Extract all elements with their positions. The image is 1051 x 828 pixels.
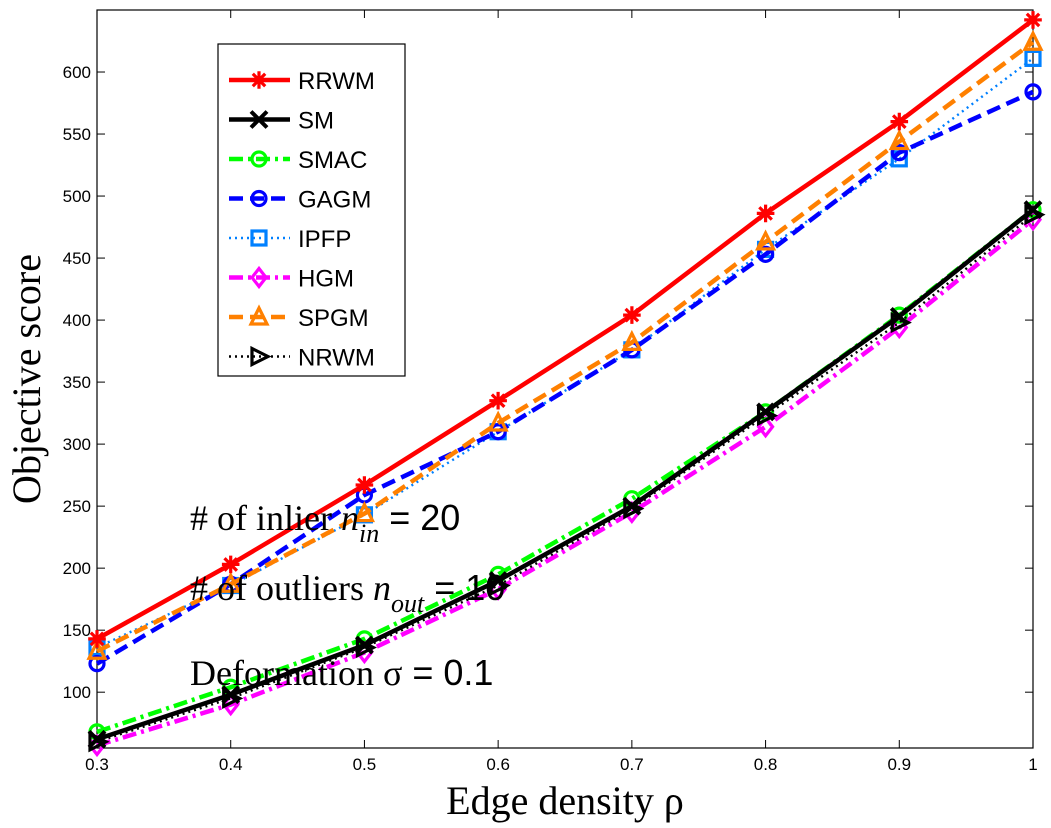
annotations: # of inlier nin = 20 # of outliers nout =… bbox=[190, 497, 505, 693]
axes-frame bbox=[96, 9, 1034, 749]
legend-label: SMAC bbox=[298, 147, 367, 174]
x-tick-label: 0.7 bbox=[620, 755, 644, 774]
legend-label: NRWM bbox=[298, 345, 375, 372]
x-tick-label: 0.3 bbox=[85, 755, 109, 774]
axis-ticks: 0.3 0.4 0.5 0.6 0.7 0.8 0.9 1 100 150 200 250 300 350… bbox=[63, 10, 1038, 774]
legend-label: SM bbox=[298, 108, 334, 135]
legend-entry-gagm: GAGM bbox=[229, 187, 371, 214]
series-line bbox=[96, 213, 1034, 743]
data-point bbox=[250, 229, 268, 247]
legend-label: SPGM bbox=[298, 305, 369, 332]
legend-entry-smac: SMAC bbox=[229, 147, 367, 174]
y-tick-label: 400 bbox=[63, 311, 91, 330]
series-line bbox=[96, 57, 1034, 649]
x-tick-label: 0.9 bbox=[887, 755, 911, 774]
y-tick-label: 350 bbox=[63, 373, 91, 392]
annotation: Deformation σ = 0.1 bbox=[190, 652, 493, 693]
series-line bbox=[95, 18, 1035, 641]
series-line bbox=[95, 40, 1035, 654]
x-tick-label: 0.8 bbox=[754, 755, 778, 774]
data-point bbox=[888, 128, 910, 151]
data-point bbox=[86, 638, 108, 660]
series-line bbox=[96, 207, 1035, 742]
series-rrwm bbox=[88, 11, 1042, 648]
legend: RRWM SM SMAC GAGM IPFP HGM SPGM NRWM bbox=[217, 43, 406, 377]
data-point bbox=[355, 476, 374, 494]
series-spgm bbox=[86, 29, 1044, 660]
data-series bbox=[86, 11, 1046, 758]
series-line bbox=[96, 217, 1035, 748]
data-point bbox=[890, 112, 909, 131]
data-point bbox=[621, 329, 643, 352]
legend-entry-spgm: SPGM bbox=[229, 304, 369, 332]
legend-entry-ipfp: IPFP bbox=[229, 226, 351, 253]
data-point bbox=[488, 571, 508, 590]
legend-label: IPFP bbox=[298, 226, 351, 253]
x-axis-label: Edge density ρ bbox=[446, 778, 684, 823]
legend-entry-nrwm: NRWM bbox=[229, 345, 375, 372]
data-point bbox=[87, 729, 107, 749]
data-point bbox=[250, 189, 268, 208]
y-tick-label: 150 bbox=[63, 621, 91, 640]
y-tick-label: 300 bbox=[63, 435, 91, 454]
data-point bbox=[623, 306, 641, 324]
data-point bbox=[890, 144, 908, 162]
data-point bbox=[353, 500, 376, 523]
legend-entry-rrwm: RRWM bbox=[229, 68, 375, 95]
series-line bbox=[95, 89, 1034, 666]
annotation: # of outliers nout = 10 bbox=[190, 567, 505, 618]
data-point bbox=[249, 265, 269, 290]
y-tick-label: 600 bbox=[63, 63, 91, 82]
data-point bbox=[622, 496, 642, 516]
x-tick-label: 1 bbox=[1028, 755, 1037, 774]
y-tick-label: 250 bbox=[63, 497, 91, 516]
legend-box bbox=[217, 43, 406, 377]
legend-label: RRWM bbox=[298, 68, 375, 95]
data-point bbox=[756, 204, 775, 223]
x-tick-label: 0.5 bbox=[353, 755, 377, 774]
y-tick-label: 450 bbox=[63, 249, 91, 268]
data-point bbox=[754, 229, 777, 251]
x-tick-label: 0.6 bbox=[486, 755, 510, 774]
data-point bbox=[221, 685, 241, 705]
x-tick-label: 0.4 bbox=[219, 755, 243, 774]
y-tick-label: 200 bbox=[63, 559, 91, 578]
legend-label: HGM bbox=[298, 266, 354, 293]
series-line bbox=[96, 207, 1035, 735]
data-point bbox=[250, 345, 272, 368]
y-tick-label: 500 bbox=[63, 187, 91, 206]
data-point bbox=[1024, 11, 1042, 29]
plot-area bbox=[96, 9, 1034, 749]
data-point bbox=[249, 110, 269, 129]
data-point bbox=[487, 410, 509, 432]
data-point bbox=[1024, 83, 1042, 101]
legend-label: GAGM bbox=[298, 187, 371, 214]
data-point bbox=[1023, 200, 1043, 220]
annotation: # of inlier nin = 20 bbox=[190, 497, 460, 548]
data-point bbox=[489, 391, 507, 410]
data-point bbox=[221, 555, 240, 574]
data-point bbox=[756, 402, 775, 422]
data-point bbox=[220, 571, 242, 593]
series-sm bbox=[87, 200, 1043, 749]
legend-entry-hgm: HGM bbox=[229, 266, 354, 293]
y-axis-label: Objective score bbox=[4, 254, 49, 504]
data-point bbox=[250, 150, 268, 168]
data-point bbox=[889, 306, 909, 326]
legend-entry-sm: SM bbox=[229, 108, 334, 135]
data-point bbox=[248, 304, 270, 326]
y-tick-label: 100 bbox=[63, 683, 91, 702]
data-point bbox=[489, 423, 507, 441]
data-point bbox=[1024, 49, 1042, 67]
data-point bbox=[355, 635, 374, 655]
data-point bbox=[1022, 29, 1044, 51]
data-point bbox=[88, 630, 106, 648]
data-point bbox=[250, 71, 268, 89]
y-tick-label: 550 bbox=[63, 125, 91, 144]
